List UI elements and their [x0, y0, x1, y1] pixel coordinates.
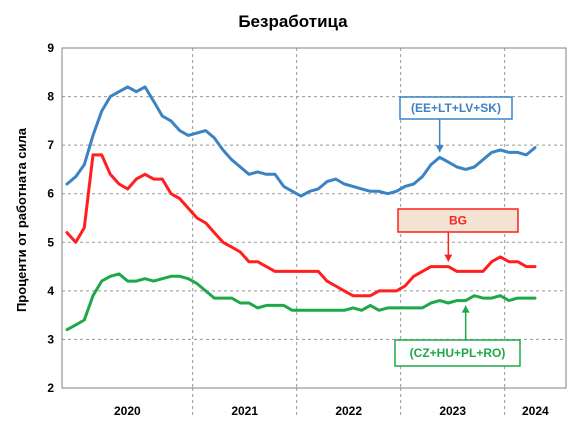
plot-border	[61, 47, 567, 389]
callout-arrowhead	[461, 305, 470, 313]
x-year-label: 2023	[439, 404, 466, 418]
x-axis-year-labels: 2020 2021 2022 2023 2024	[114, 404, 549, 418]
y-tick-label: 3	[47, 332, 54, 346]
callout-box	[397, 208, 519, 233]
y-tick-label: 2	[47, 381, 54, 395]
y-tick-label: 7	[47, 138, 54, 152]
callout-box	[394, 339, 521, 367]
y-axis-label: Проценти от работната сила	[14, 127, 29, 312]
y-tick-label: 5	[47, 235, 54, 249]
x-year-label: 2022	[335, 404, 362, 418]
y-tick-label: 6	[47, 187, 54, 201]
series-lines	[65, 85, 537, 332]
y-tick-label: 4	[47, 284, 54, 298]
series-line-1	[65, 85, 537, 198]
plot-frame	[61, 47, 567, 389]
x-year-label: 2024	[522, 404, 549, 418]
y-tick-label: 9	[47, 41, 54, 55]
callout-3: (CZ+HU+PL+RO)	[394, 305, 521, 367]
series-line-3	[65, 272, 537, 332]
callout-label: (CZ+HU+PL+RO)	[410, 346, 506, 360]
callout-label: BG	[449, 214, 467, 228]
callout-1: (EE+LT+LV+SK)	[399, 96, 513, 153]
callout-arrowhead	[435, 145, 444, 153]
x-year-label: 2020	[114, 404, 141, 418]
callout-box	[399, 96, 513, 120]
callout-label: (EE+LT+LV+SK)	[411, 101, 501, 115]
chart-title: Безработица	[238, 12, 348, 31]
y-tick-label: 8	[47, 90, 54, 104]
series-line-2	[65, 153, 537, 298]
callout-2: BG	[397, 208, 519, 262]
annotations: (EE+LT+LV+SK) BG (CZ+HU+PL+RO)	[394, 96, 521, 367]
x-year-label: 2021	[231, 404, 258, 418]
y-axis-ticks: 2 3 4 5 6 7 8 9	[47, 41, 54, 395]
callout-arrowhead	[444, 254, 453, 262]
